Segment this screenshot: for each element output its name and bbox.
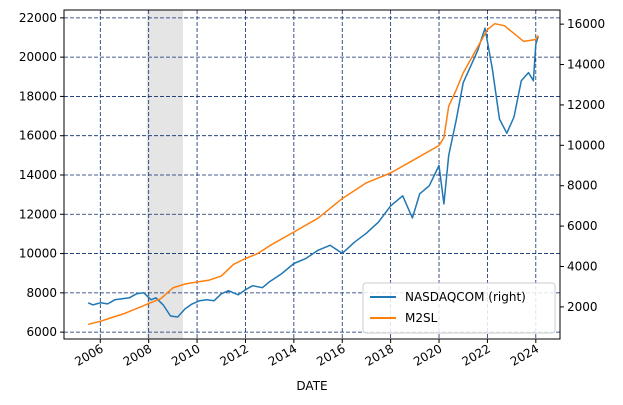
- series-line-m2sl: [88, 22, 539, 326]
- recession-band: [146, 10, 184, 339]
- y-left-tick-label: 14000: [19, 168, 57, 182]
- x-axis-title: DATE: [296, 379, 327, 393]
- series-layer: [87, 22, 539, 326]
- y-right-tick-label: 10000: [567, 138, 605, 152]
- y-right-tick-label: 16000: [567, 17, 605, 31]
- y-left-tick-label: 6000: [26, 325, 57, 339]
- y-left-tick-label: 16000: [19, 129, 57, 143]
- y-right-tick-label: 4000: [567, 259, 598, 273]
- y-left-tick-label: 12000: [19, 207, 57, 221]
- y-left-tick-label: 22000: [19, 11, 57, 25]
- y-axis-right: 2000 4000 6000 8000 10000 12000 14000 16000: [560, 17, 605, 314]
- y-axis-left: 6000 8000 10000 12000 14000 16000 18000 20000 22…: [19, 11, 64, 339]
- y-left-tick-label: 10000: [19, 247, 57, 261]
- y-left-tick-label: 20000: [19, 50, 57, 64]
- y-right-tick-label: 14000: [567, 58, 605, 72]
- legend-box: [362, 282, 556, 334]
- y-left-tick-label: 18000: [19, 89, 57, 103]
- legend: NASDAQCOM (right) M2SL: [362, 282, 556, 334]
- y-right-tick-label: 6000: [567, 219, 598, 233]
- recession-shading: [146, 10, 184, 339]
- y-left-tick-label: 8000: [26, 286, 57, 300]
- grid: [64, 10, 560, 339]
- legend-label-nasdaqcom-right: NASDAQCOM (right): [405, 290, 526, 304]
- legend-label-m2sl: M2SL: [405, 311, 438, 325]
- y-right-tick-label: 8000: [567, 179, 598, 193]
- y-right-tick-label: 2000: [567, 300, 598, 314]
- series-line-nasdaqcom-right: [87, 27, 539, 318]
- y-right-tick-label: 12000: [567, 98, 605, 112]
